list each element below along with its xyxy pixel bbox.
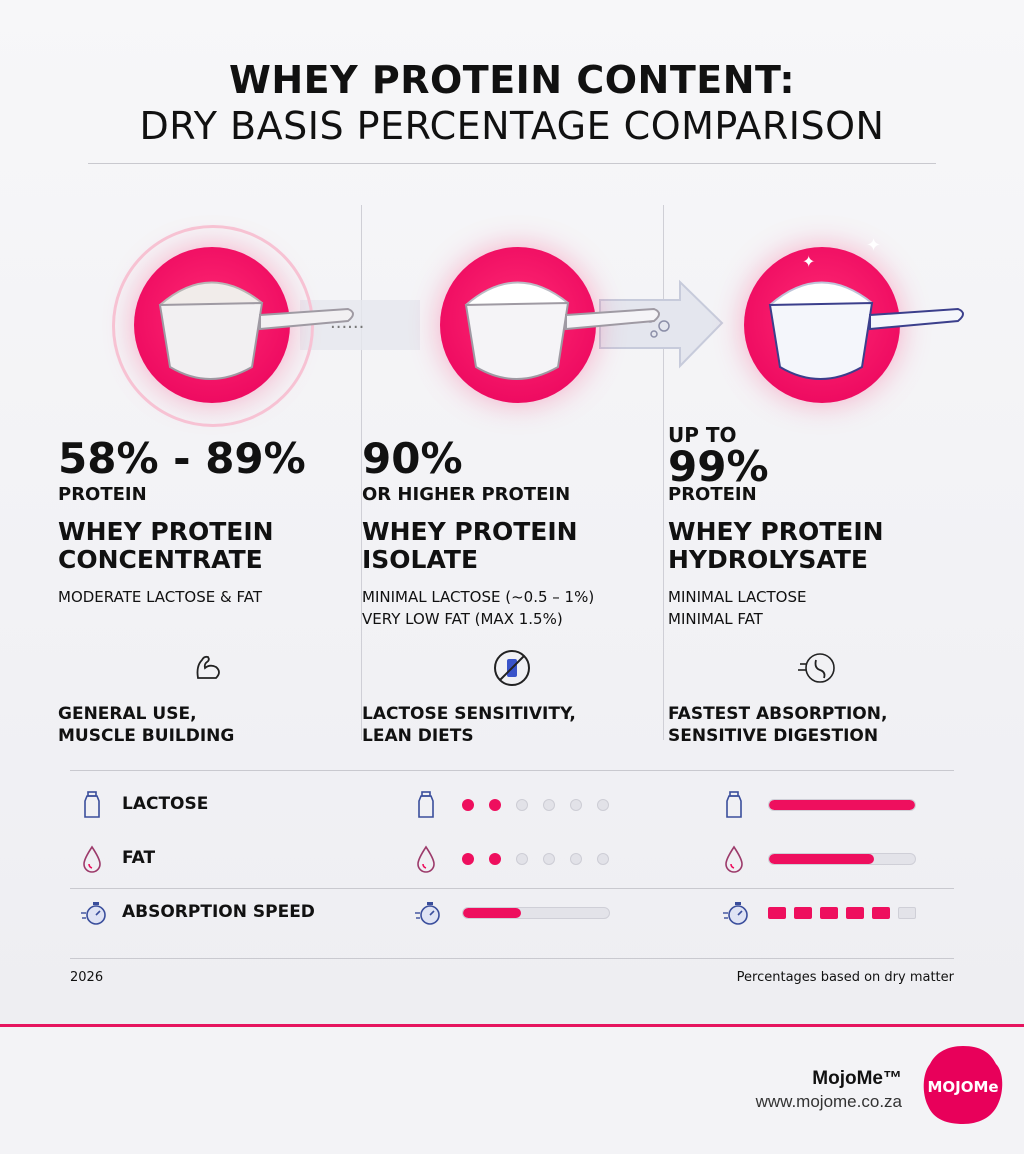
isolate-use-line-1: LACTOSE SENSITIVITY, [362,704,576,724]
isolate-lactose-dot [543,799,555,811]
powder-scoop-icon: ✦ ✦ [768,235,964,380]
title-line-2: DRY BASIS PERCENTAGE COMPARISON [139,104,885,148]
hydrolysate-absorption-segment [768,907,786,919]
isolate-unit: OR HIGHER PROTEIN [362,484,571,505]
powder-scoop-icon [158,281,354,380]
droplet-icon [414,845,438,873]
mojome-logo: MOJOMe [923,1046,1003,1124]
isolate-fat-dot [543,853,555,865]
hydrolysate-lactose-bar [768,799,916,811]
hydrolysate-absorption-segment [898,907,916,919]
concentrate-unit: PROTEIN [58,484,147,505]
concentrate-percent: 58% - 89% [58,434,306,483]
isolate-desc-line-2: VERY LOW FAT (MAX 1.5%) [362,610,563,628]
isolate-fat-dot [516,853,528,865]
isolate-fat-dot [597,853,609,865]
bar-fill [769,854,875,864]
no-milk-icon [494,650,530,686]
table-divider-top [70,770,954,771]
concentrate-scoop-badge [112,225,354,427]
stopwatch-icon [80,899,106,927]
powder-scoop-icon [464,281,660,380]
row-label-lactose: LACTOSE [122,794,209,814]
isolate-absorption-speed-bar [462,907,610,919]
hydrolysate-absorption-segment [872,907,890,919]
milk-bottle-icon [80,791,104,819]
title-divider [88,163,936,164]
isolate-percent: 90% [362,434,463,483]
stomach-icon [798,653,835,683]
isolate-lactose-dot [489,799,501,811]
column-divider-2 [663,205,664,740]
hydrolysate-percent: 99% [668,442,769,491]
isolate-fat-dot [462,853,474,865]
hydrolysate-use-line-2: SENSITIVE DIGESTION [668,726,879,746]
brand-name: MojoMe™ [812,1068,902,1089]
table-divider-mid [70,888,954,889]
isolate-desc-line-1: MINIMAL LACTOSE (~0.5 – 1%) [362,588,595,606]
droplet-icon [722,845,746,873]
stopwatch-icon [722,899,748,927]
brand-block: MojoMe™ www.mojome.co.za [756,1068,902,1112]
isolate-lactose-dot [462,799,474,811]
concentrate-use-line-1: GENERAL USE, [58,704,197,724]
hydrolysate-unit: PROTEIN [668,484,757,505]
row-label-absorption: ABSORPTION SPEED [122,902,315,922]
milk-bottle-icon [414,791,438,819]
isolate-scoop-badge [418,225,660,425]
isolate-fat-dot [570,853,582,865]
milk-bottle-icon [722,791,746,819]
droplet-icon [80,845,104,873]
hydrolysate-use-line-1: FASTEST ABSORPTION, [668,704,888,724]
flexed-arm-icon [196,655,220,679]
brand-accent-line [0,1024,1024,1027]
hydrolysate-name-line-1: WHEY PROTEIN [668,517,884,546]
footer-note: Percentages based on dry matter [736,970,954,985]
brand-url[interactable]: www.mojome.co.za [755,1092,902,1111]
isolate-name-line-1: WHEY PROTEIN [362,517,578,546]
concentrate-name-line-1: WHEY PROTEIN [58,517,274,546]
svg-text:MOJOMe: MOJOMe [927,1078,998,1096]
column-divider-1 [361,205,362,740]
hydrolysate-absorption-segment [794,907,812,919]
hydrolysate-absorption-segment [820,907,838,919]
hydrolysate-absorption-segment [846,907,864,919]
isolate-use-line-2: LEAN DIETS [362,726,474,746]
stopwatch-icon [414,899,440,927]
concentrate-use-line-2: MUSCLE BUILDING [58,726,235,746]
isolate-lactose-dot [570,799,582,811]
hydrolysate-name-line-2: HYDROLYSATE [668,545,868,574]
table-divider-bottom [70,958,954,959]
isolate-lactose-dot [597,799,609,811]
hydrolysate-desc-line-1: MINIMAL LACTOSE [668,588,807,606]
flow-arrows: ...... [300,279,724,369]
hydrolysate-fat-bar [768,853,916,865]
hydrolysate-pre-label: UP TO [668,423,737,447]
hydrolysate-scoop-badge: ✦ ✦ [722,225,964,425]
row-label-fat: FAT [122,848,156,868]
footer-year: 2026 [70,970,104,985]
svg-text:✦: ✦ [866,235,881,256]
bar-fill [463,908,522,918]
hydrolysate-desc-line-2: MINIMAL FAT [668,610,763,628]
isolate-name-line-2: ISOLATE [362,545,479,574]
isolate-lactose-dot [516,799,528,811]
isolate-fat-dot [489,853,501,865]
bar-fill [769,800,915,810]
concentrate-desc-line-1: MODERATE LACTOSE & FAT [58,588,262,606]
svg-text:✦: ✦ [802,252,815,271]
title-line-1: WHEY PROTEIN CONTENT: [228,58,796,102]
concentrate-name-line-2: CONCENTRATE [58,545,263,574]
